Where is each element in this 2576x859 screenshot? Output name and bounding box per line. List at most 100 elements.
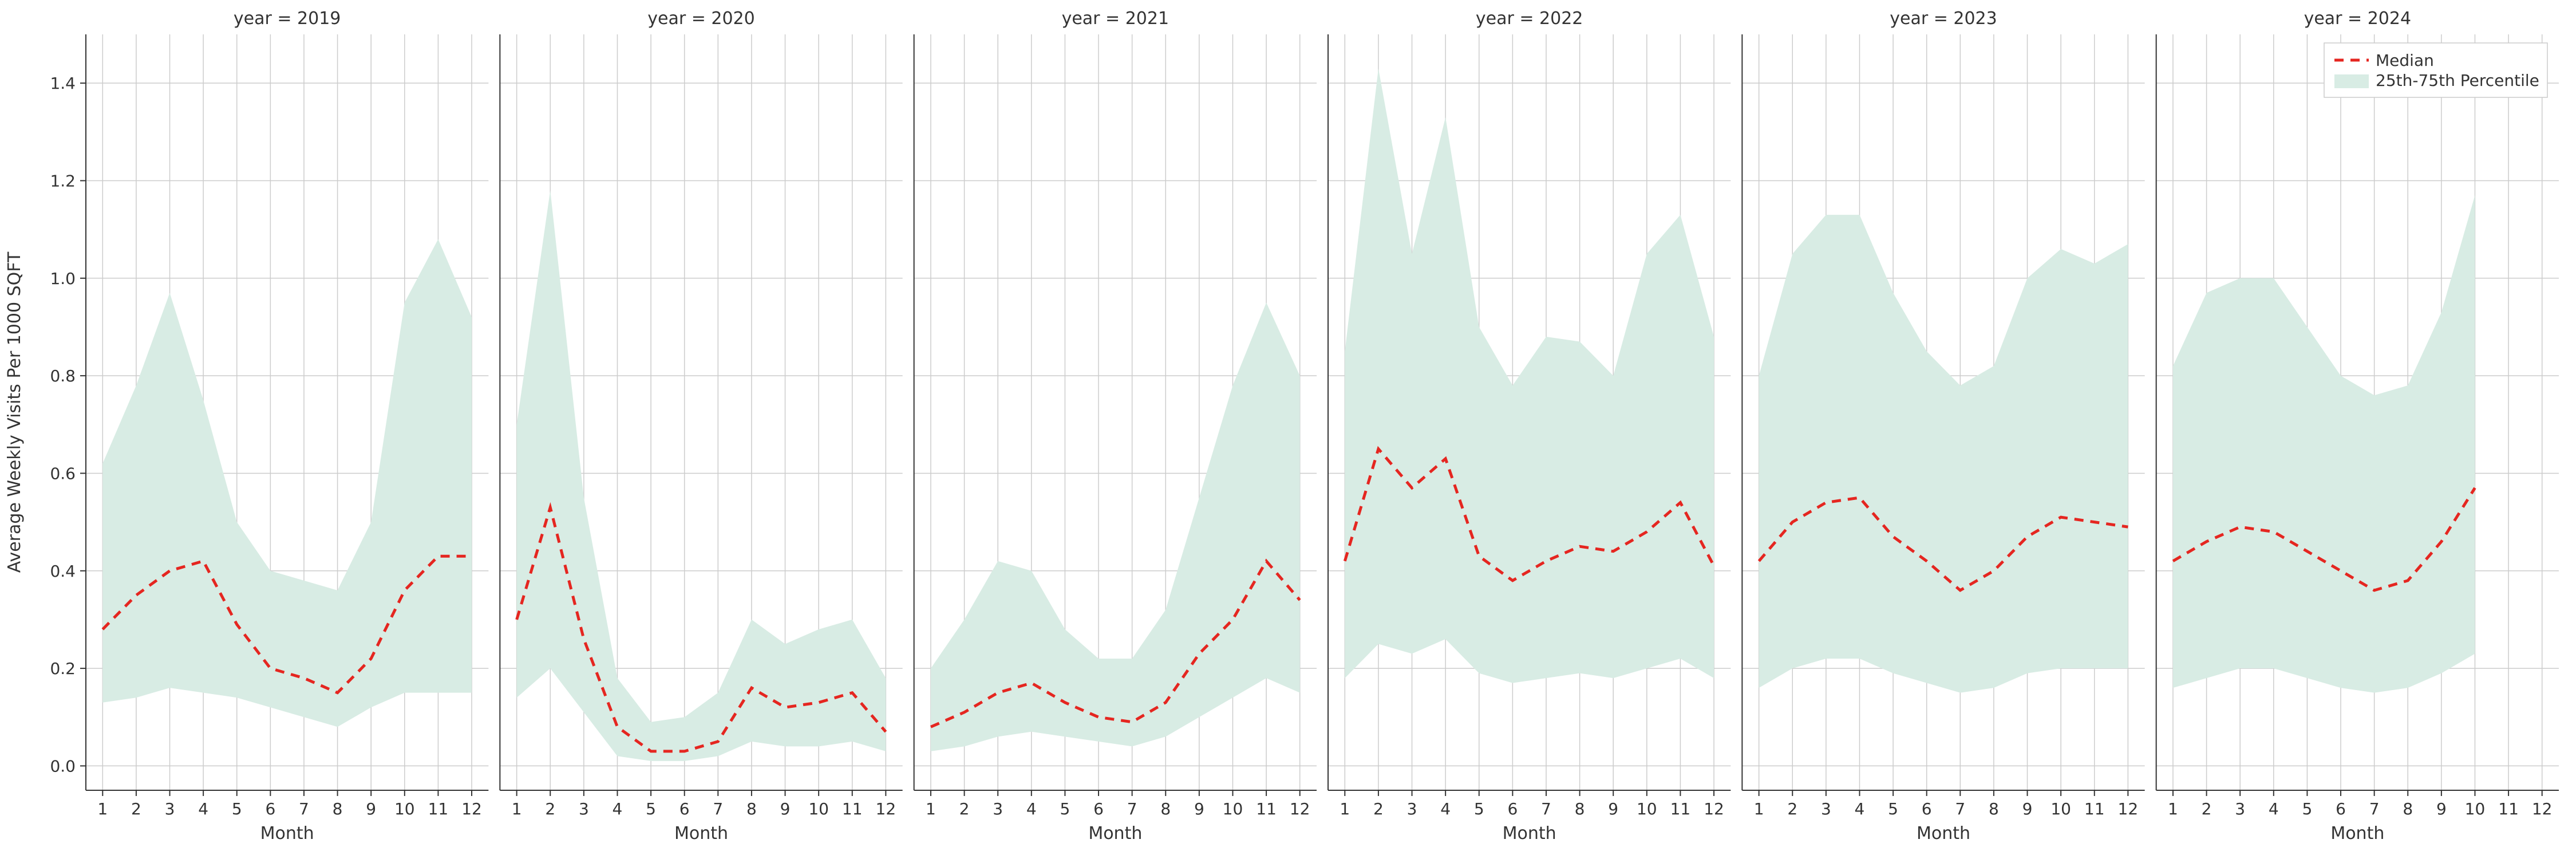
panel-title: year = 2022 — [1476, 9, 1583, 29]
x-tick-label: 3 — [993, 799, 1003, 818]
x-tick-label: 2 — [959, 799, 970, 818]
x-tick-label: 10 — [1637, 799, 1657, 818]
x-tick-label: 3 — [1407, 799, 1417, 818]
panel: 123456789101112Monthyear = 2022 — [1328, 9, 1730, 844]
x-tick-label: 12 — [2532, 799, 2553, 818]
legend-band-swatch — [2334, 74, 2369, 88]
x-tick-label: 1 — [926, 799, 936, 818]
panel-title: year = 2020 — [647, 9, 755, 29]
panel-title: year = 2024 — [2304, 9, 2412, 29]
x-tick-label: 5 — [232, 799, 242, 818]
x-tick-label: 3 — [165, 799, 175, 818]
x-tick-label: 7 — [2369, 799, 2380, 818]
x-tick-label: 8 — [333, 799, 343, 818]
x-tick-label: 4 — [1026, 799, 1037, 818]
x-tick-label: 1 — [2168, 799, 2178, 818]
y-tick-label: 0.0 — [50, 756, 76, 775]
x-tick-label: 10 — [1223, 799, 1243, 818]
x-tick-label: 1 — [512, 799, 522, 818]
x-tick-label: 10 — [2050, 799, 2071, 818]
x-tick-label: 3 — [2235, 799, 2245, 818]
panel-title: year = 2023 — [1890, 9, 1997, 29]
x-tick-label: 5 — [646, 799, 656, 818]
x-tick-label: 4 — [198, 799, 208, 818]
x-tick-label: 9 — [366, 799, 376, 818]
x-tick-label: 8 — [746, 799, 757, 818]
x-tick-label: 11 — [842, 799, 863, 818]
x-tick-label: 4 — [613, 799, 623, 818]
x-tick-label: 8 — [1575, 799, 1585, 818]
x-tick-label: 7 — [1541, 799, 1551, 818]
x-tick-label: 5 — [1060, 799, 1070, 818]
panel: 1234567891011120.00.20.40.60.81.01.21.4M… — [50, 9, 488, 844]
x-tick-label: 2 — [131, 799, 141, 818]
x-tick-label: 11 — [2498, 799, 2519, 818]
x-tick-label: 7 — [713, 799, 723, 818]
y-tick-label: 1.0 — [50, 269, 76, 288]
x-tick-label: 2 — [545, 799, 555, 818]
x-tick-label: 10 — [394, 799, 415, 818]
x-tick-label: 6 — [1922, 799, 1932, 818]
x-tick-label: 3 — [1821, 799, 1831, 818]
x-tick-label: 10 — [2465, 799, 2486, 818]
x-tick-label: 8 — [2403, 799, 2413, 818]
x-tick-label: 11 — [1670, 799, 1691, 818]
legend-label: Median — [2376, 51, 2434, 70]
legend-label: 25th-75th Percentile — [2376, 71, 2539, 90]
x-tick-label: 6 — [679, 799, 690, 818]
x-tick-label: 12 — [2118, 799, 2139, 818]
y-tick-label: 0.6 — [50, 464, 76, 483]
x-tick-label: 10 — [808, 799, 829, 818]
y-tick-label: 0.8 — [50, 367, 76, 385]
x-tick-label: 1 — [1340, 799, 1350, 818]
x-tick-label: 9 — [1194, 799, 1204, 818]
x-tick-label: 11 — [428, 799, 449, 818]
x-tick-label: 7 — [1127, 799, 1137, 818]
x-tick-label: 2 — [2202, 799, 2212, 818]
x-tick-label: 9 — [2022, 799, 2033, 818]
legend: Median25th-75th Percentile — [2324, 43, 2547, 97]
x-tick-label: 1 — [1754, 799, 1764, 818]
x-tick-label: 4 — [1440, 799, 1451, 818]
x-tick-label: 11 — [2084, 799, 2105, 818]
panel-title: year = 2021 — [1062, 9, 1170, 29]
x-tick-label: 12 — [461, 799, 482, 818]
x-tick-label: 9 — [1608, 799, 1618, 818]
y-tick-label: 1.4 — [50, 74, 76, 93]
x-tick-label: 5 — [1474, 799, 1484, 818]
x-tick-label: 9 — [780, 799, 791, 818]
x-tick-label: 5 — [1888, 799, 1898, 818]
x-tick-label: 12 — [1704, 799, 1724, 818]
x-tick-label: 11 — [1256, 799, 1277, 818]
panel: 123456789101112Monthyear = 2024 — [2156, 9, 2559, 844]
x-tick-label: 8 — [1160, 799, 1171, 818]
y-tick-label: 1.2 — [50, 171, 76, 190]
x-tick-label: 3 — [579, 799, 589, 818]
x-axis-label: Month — [260, 823, 314, 844]
x-tick-label: 4 — [1855, 799, 1865, 818]
x-tick-label: 6 — [2336, 799, 2346, 818]
x-tick-label: 4 — [2269, 799, 2279, 818]
panel: 123456789101112Monthyear = 2021 — [914, 9, 1317, 844]
x-tick-label: 12 — [1290, 799, 1310, 818]
panel: 123456789101112Monthyear = 2020 — [500, 9, 902, 844]
y-axis-label: Average Weekly Visits Per 1000 SQFT — [5, 251, 25, 573]
x-tick-label: 5 — [2302, 799, 2313, 818]
x-tick-label: 2 — [1373, 799, 1384, 818]
x-tick-label: 12 — [876, 799, 896, 818]
x-tick-label: 2 — [1787, 799, 1797, 818]
x-axis-label: Month — [1088, 823, 1142, 844]
facet-chart: Average Weekly Visits Per 1000 SQFT12345… — [0, 0, 2576, 859]
x-axis-label: Month — [674, 823, 728, 844]
x-tick-label: 9 — [2436, 799, 2447, 818]
panel-title: year = 2019 — [234, 9, 341, 29]
x-tick-label: 7 — [299, 799, 309, 818]
x-axis-label: Month — [1917, 823, 1970, 844]
y-tick-label: 0.2 — [50, 659, 76, 678]
y-tick-label: 0.4 — [50, 562, 76, 581]
x-tick-label: 6 — [265, 799, 275, 818]
x-axis-label: Month — [1503, 823, 1556, 844]
x-tick-label: 8 — [1989, 799, 1999, 818]
chart-svg: Average Weekly Visits Per 1000 SQFT12345… — [0, 0, 2576, 859]
x-tick-label: 7 — [1955, 799, 1965, 818]
